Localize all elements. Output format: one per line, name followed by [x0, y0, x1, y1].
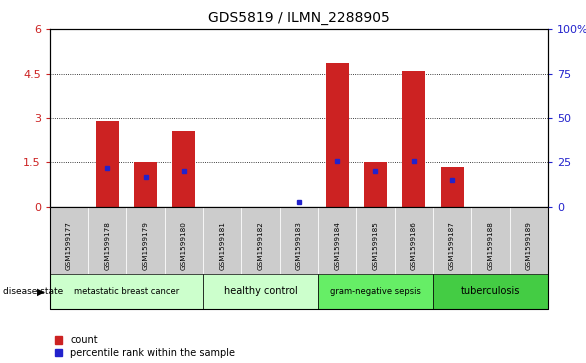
Text: GSM1599178: GSM1599178	[104, 221, 110, 270]
Text: GSM1599180: GSM1599180	[181, 221, 187, 270]
Text: disease state: disease state	[3, 287, 63, 296]
Bar	[403, 70, 425, 207]
Text: ▶: ▶	[38, 286, 45, 296]
Text: GSM1599187: GSM1599187	[449, 221, 455, 270]
Text: GSM1599181: GSM1599181	[219, 221, 225, 270]
Legend: count, percentile rank within the sample: count, percentile rank within the sample	[54, 335, 235, 358]
Text: GSM1599183: GSM1599183	[296, 221, 302, 270]
Text: GSM1599184: GSM1599184	[334, 221, 340, 270]
Text: GSM1599182: GSM1599182	[257, 221, 264, 270]
Text: GSM1599189: GSM1599189	[526, 221, 532, 270]
Text: GSM1599186: GSM1599186	[411, 221, 417, 270]
Text: GSM1599185: GSM1599185	[373, 221, 379, 270]
Bar	[364, 162, 387, 207]
Text: GSM1599188: GSM1599188	[488, 221, 493, 270]
Bar	[96, 121, 119, 207]
Text: gram-negative sepsis: gram-negative sepsis	[330, 287, 421, 296]
Bar	[326, 63, 349, 207]
Bar	[134, 162, 157, 207]
Text: GSM1599179: GSM1599179	[142, 221, 149, 270]
Text: metastatic breast cancer: metastatic breast cancer	[74, 287, 179, 296]
Text: healthy control: healthy control	[224, 286, 298, 296]
Bar	[441, 167, 464, 207]
Text: GSM1599177: GSM1599177	[66, 221, 72, 270]
Title: GDS5819 / ILMN_2288905: GDS5819 / ILMN_2288905	[208, 11, 390, 25]
Text: tuberculosis: tuberculosis	[461, 286, 520, 296]
Bar	[172, 131, 195, 207]
